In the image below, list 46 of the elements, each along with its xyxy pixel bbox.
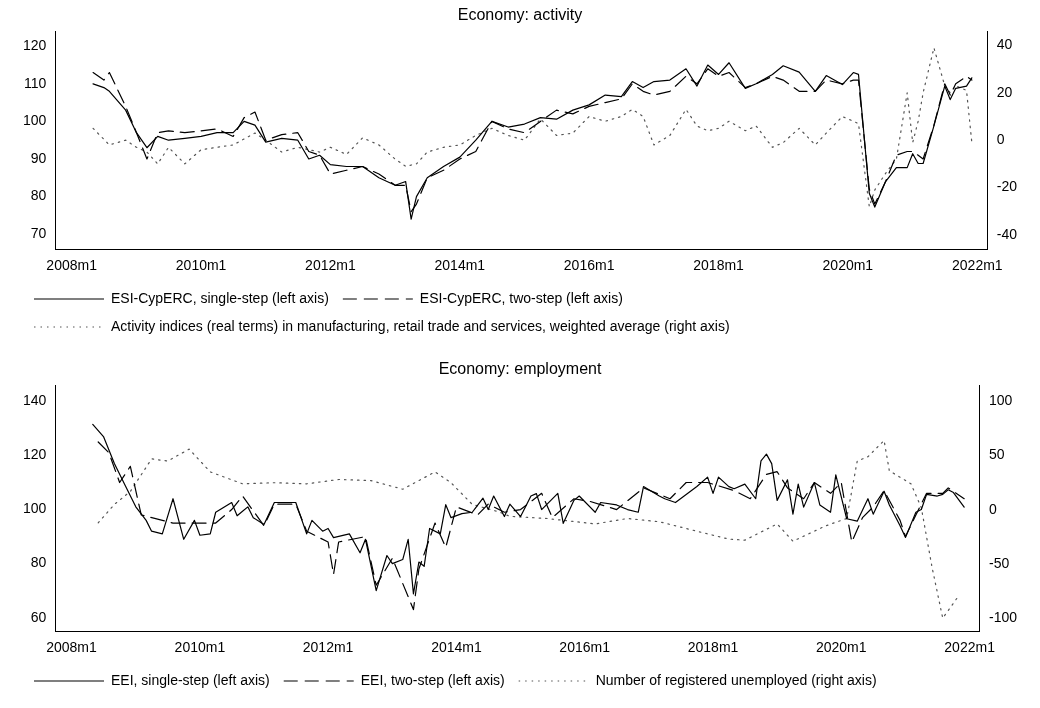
y2-tick-label: 20 xyxy=(996,83,1013,100)
y2-tick-label: 0 xyxy=(996,131,1005,148)
y2-tick-label: 0 xyxy=(988,500,997,517)
y-tick-label: 140 xyxy=(23,392,47,409)
legend-label: Activity indices (real terms) in manufacturing, retail trade and services, weighted average (right axis) xyxy=(111,317,730,334)
x-tick-label: 2014m1 xyxy=(431,639,482,656)
x-tick-label: 2008m1 xyxy=(46,639,98,656)
legend-label: EEI, two-step (left axis) xyxy=(360,671,505,688)
y2-tick-label: 100 xyxy=(988,392,1013,409)
legend-label: EEI, single-step (left axis) xyxy=(111,671,270,688)
x-tick-label: 2020m1 xyxy=(822,257,874,274)
chart-title: Economy: employment xyxy=(438,360,602,378)
y-tick-label: 80 xyxy=(30,554,47,571)
y2-tick-label: -100 xyxy=(988,609,1018,626)
y2-tick-label: -40 xyxy=(996,225,1018,242)
y2-tick-label: -50 xyxy=(988,554,1010,571)
y2-tick-label: 40 xyxy=(996,36,1013,53)
y-tick-label: 70 xyxy=(30,225,47,242)
chart-title: Economy: activity xyxy=(457,6,583,24)
y-tick-label: 100 xyxy=(23,112,47,129)
line-series xyxy=(92,47,973,208)
x-tick-label: 2020m1 xyxy=(815,639,867,656)
y-tick-label: 60 xyxy=(30,608,47,625)
y-tick-label: 110 xyxy=(24,74,47,91)
x-tick-label: 2018m1 xyxy=(693,257,745,274)
y2-tick-label: -20 xyxy=(996,178,1018,195)
y-tick-label: 120 xyxy=(23,446,47,463)
y-tick-label: 80 xyxy=(30,187,47,204)
legend-label: ESI-CypERC, two-step (left axis) xyxy=(419,289,623,306)
x-tick-label: 2008m1 xyxy=(46,257,98,274)
y-tick-label: 100 xyxy=(23,500,47,517)
y-tick-label: 120 xyxy=(23,37,47,54)
y2-tick-label: 50 xyxy=(988,446,1005,463)
x-tick-label: 2022m1 xyxy=(944,639,996,656)
x-tick-label: 2018m1 xyxy=(687,639,739,656)
x-tick-label: 2010m1 xyxy=(175,257,227,274)
y-tick-label: 90 xyxy=(30,149,47,166)
legend-label: ESI-CypERC, single-step (left axis) xyxy=(111,289,329,306)
x-tick-label: 2012m1 xyxy=(302,639,354,656)
legend-label: Number of registered unemployed (right axis) xyxy=(595,671,877,688)
x-tick-label: 2014m1 xyxy=(434,257,486,274)
x-tick-label: 2022m1 xyxy=(952,257,1003,274)
x-tick-label: 2010m1 xyxy=(174,639,226,656)
x-tick-label: 2016m1 xyxy=(559,639,611,656)
x-tick-label: 2012m1 xyxy=(305,257,356,274)
x-tick-label: 2016m1 xyxy=(563,257,615,274)
